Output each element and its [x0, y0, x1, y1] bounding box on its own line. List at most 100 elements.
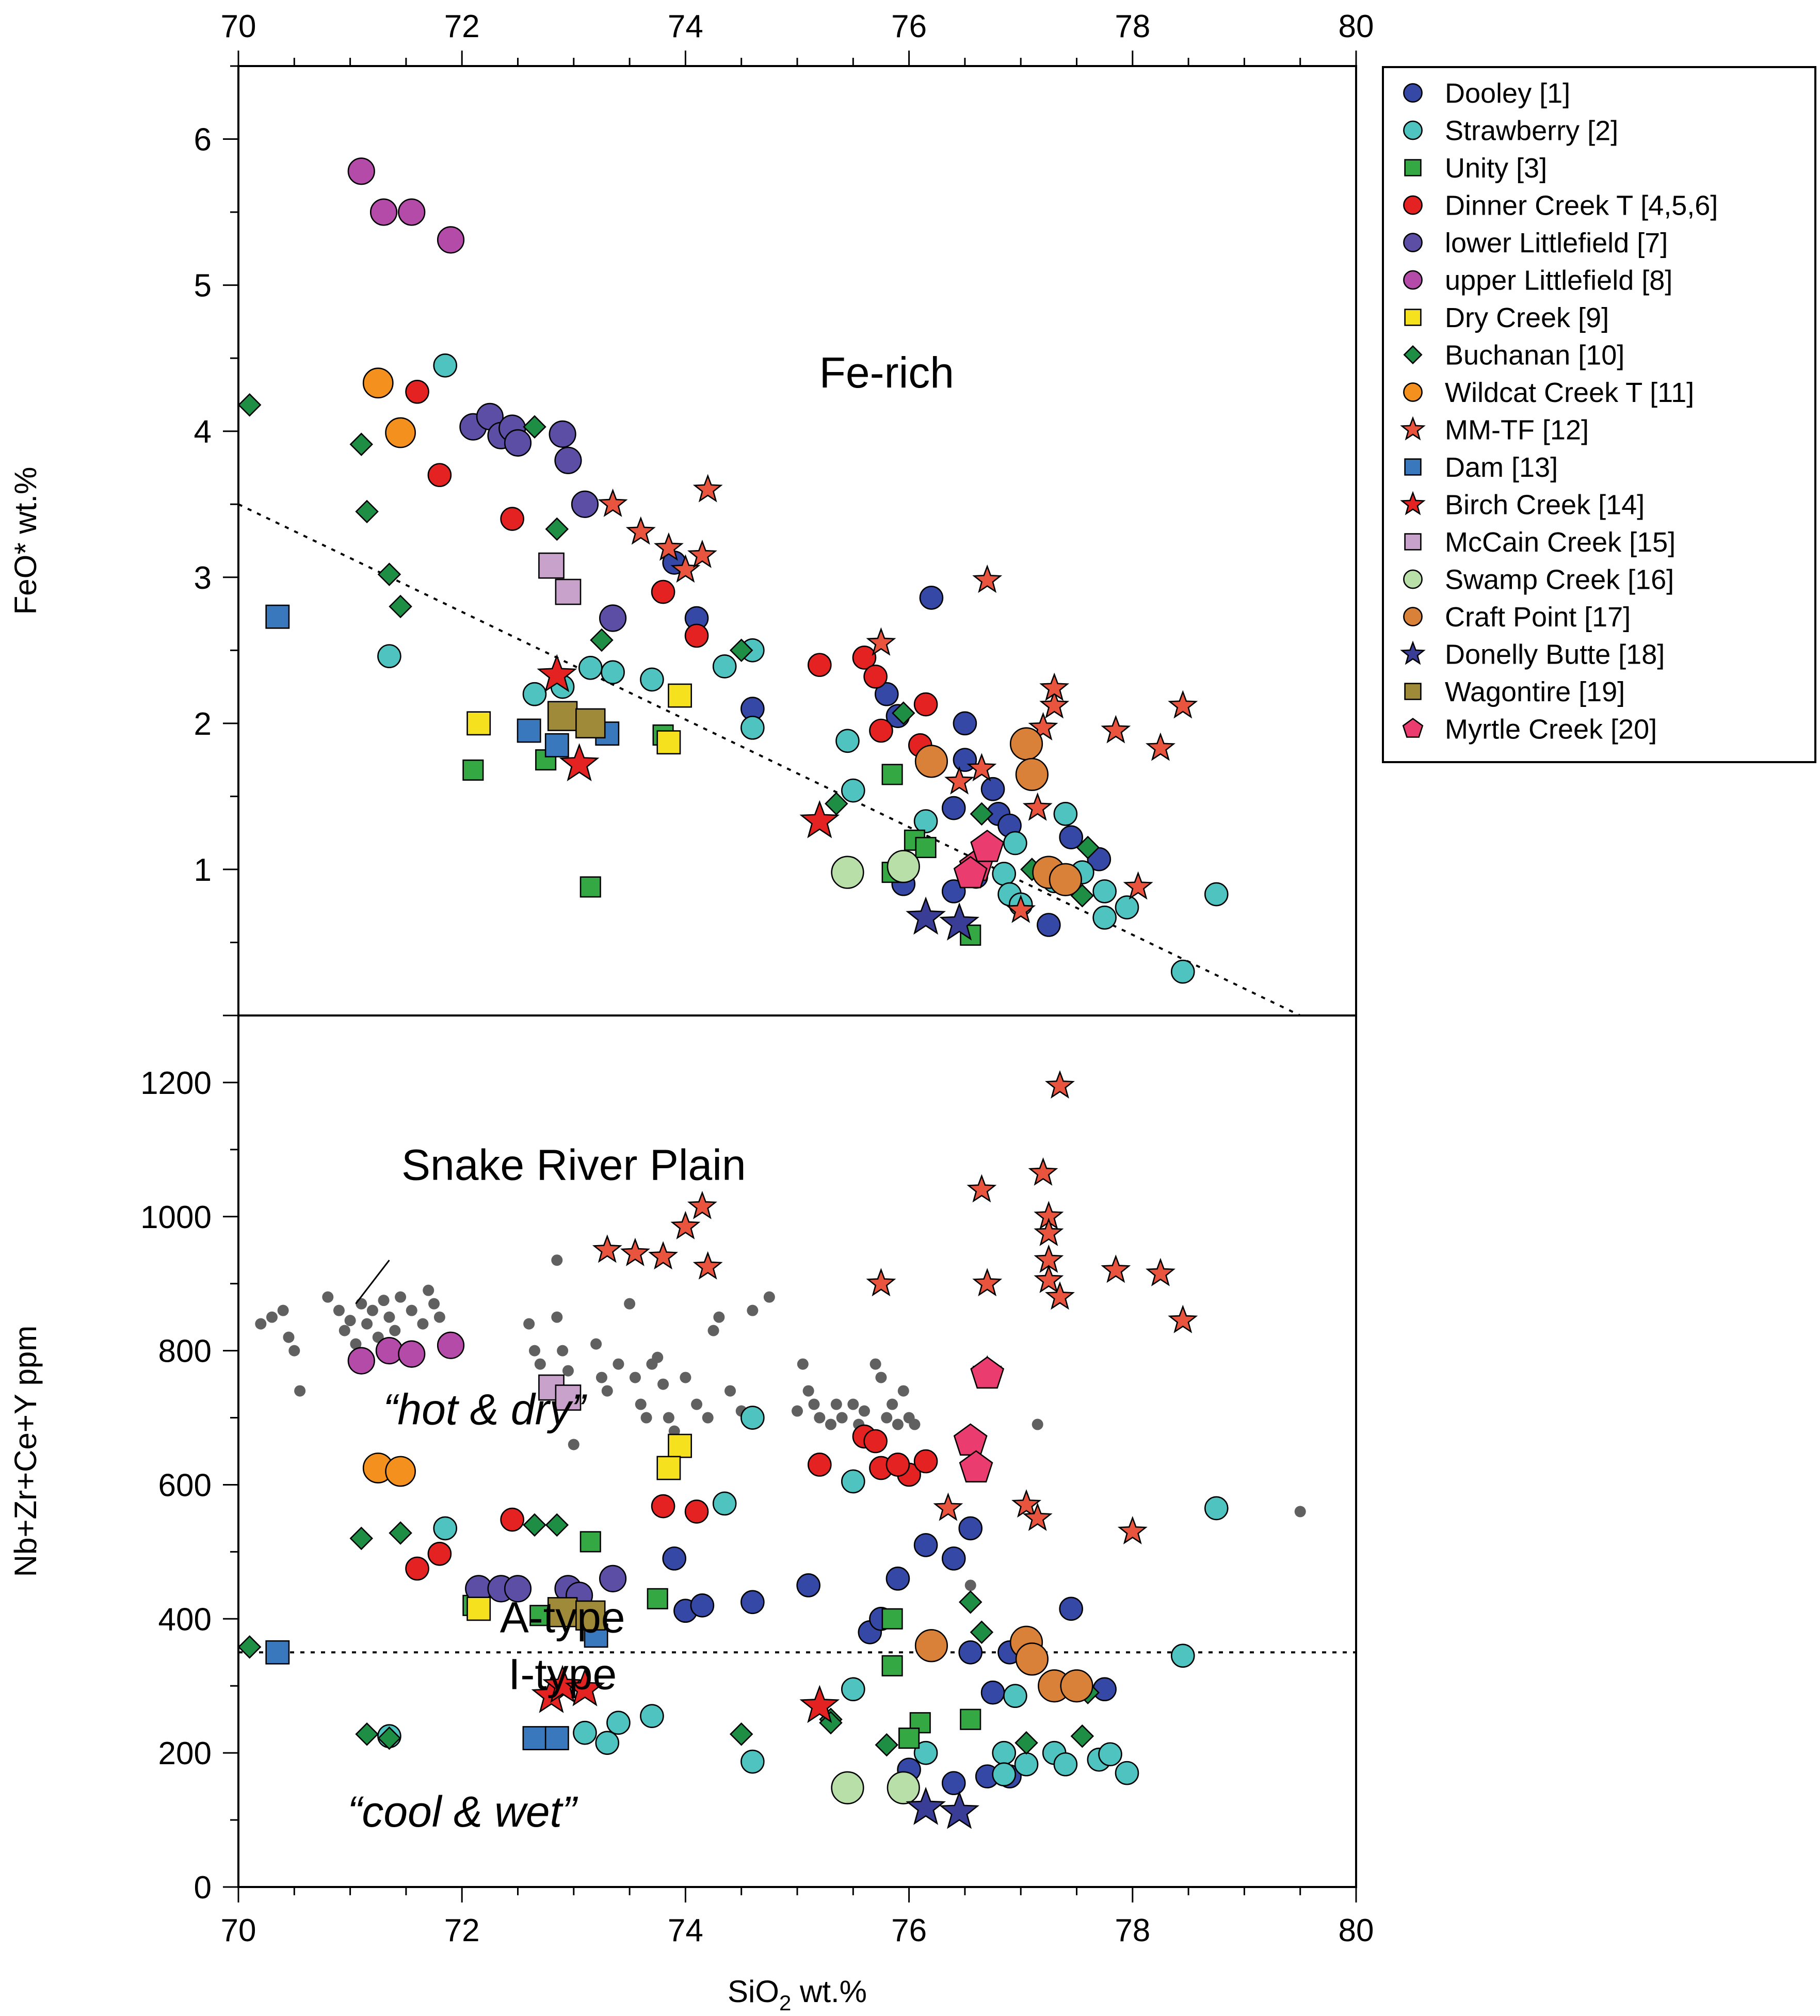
upper-littlefield-point	[398, 1340, 426, 1368]
mm-tf-point	[1006, 894, 1036, 923]
srp-point	[1032, 1418, 1043, 1430]
birch-creek-point	[565, 1668, 605, 1706]
upper-littlefield-point	[437, 1331, 465, 1359]
srp-point	[847, 1398, 859, 1410]
upper-littlefield-point	[398, 198, 426, 226]
legend-item: upper Littlefield [8]	[1403, 265, 1672, 296]
discrimination-line	[238, 503, 1301, 1015]
srp-point	[366, 1304, 378, 1316]
dooley-point	[690, 1593, 715, 1618]
dooley-point	[885, 1567, 910, 1591]
strawberry-point	[1003, 1684, 1027, 1708]
mm-tf-point	[1123, 871, 1153, 900]
mm-tf-point	[620, 1237, 650, 1266]
buchanan-point	[523, 415, 546, 439]
srp-point	[551, 1311, 563, 1323]
mm-tf-point	[1145, 732, 1175, 761]
legend-label: upper Littlefield [8]	[1445, 265, 1672, 296]
myrtle-creek-point	[959, 1450, 993, 1482]
strawberry-point	[992, 862, 1017, 886]
strawberry-point	[841, 1469, 865, 1494]
dam-point	[517, 718, 541, 743]
legend-marker	[1403, 83, 1423, 103]
legend-label: MM-TF [12]	[1445, 415, 1589, 446]
legend: Dooley [1] Strawberry [2] Unity [3] Dinner …	[1382, 66, 1816, 763]
dinner-creek-t-point	[913, 1449, 938, 1474]
y-tick-label: 2	[194, 706, 212, 742]
dinner-creek-t-point	[869, 718, 893, 743]
buchanan-point	[523, 1513, 546, 1537]
srp-point	[909, 1418, 921, 1430]
dinner-creek-t-point	[651, 579, 675, 604]
y-tick-label: 800	[158, 1334, 212, 1369]
annotation: “cool & wet”	[347, 1787, 578, 1836]
x-tick-label-top: 74	[668, 9, 703, 44]
srp-point	[383, 1311, 395, 1323]
legend-marker	[1404, 309, 1422, 326]
mm-tf-point	[1045, 1281, 1075, 1310]
srp-point	[590, 1338, 602, 1350]
craft-point-point	[1009, 727, 1043, 761]
legend-item: Birch Creek [14]	[1400, 490, 1645, 521]
buchanan-point	[892, 701, 915, 725]
srp-point	[808, 1398, 820, 1410]
legend-label: Unity [3]	[1445, 153, 1547, 184]
lower-littlefield-point	[554, 446, 582, 474]
srp-point	[339, 1325, 350, 1336]
mm-tf-point	[1034, 1217, 1064, 1246]
dooley-point	[1092, 1677, 1117, 1702]
mm-tf-point	[1101, 715, 1131, 744]
swamp-creek-point	[887, 1771, 920, 1804]
unity-point	[898, 1728, 920, 1749]
srp-point	[657, 1378, 669, 1390]
legend-label: Swamp Creek [16]	[1445, 565, 1674, 595]
x-tick-label-top: 78	[1115, 9, 1150, 44]
buchanan-point	[590, 628, 614, 652]
srp-point	[361, 1318, 373, 1330]
buchanan-point	[349, 432, 373, 456]
srp-point	[897, 1385, 909, 1397]
mm-tf-point	[670, 1211, 701, 1239]
buchanan-point	[355, 499, 379, 524]
dinner-creek-t-point	[863, 1429, 888, 1454]
dam-point	[544, 1726, 569, 1751]
unity-point	[579, 876, 601, 898]
srp-point	[763, 1291, 775, 1303]
legend-label: Donelly Butte [18]	[1445, 639, 1665, 670]
x-axis-title-part: SiO	[728, 1974, 779, 2009]
dooley-point	[913, 1533, 938, 1557]
srp-point	[869, 1358, 881, 1370]
dooley-point	[662, 1546, 687, 1571]
wagontire-point	[547, 701, 578, 731]
craft-point-point	[1015, 1642, 1049, 1676]
buchanan-point	[377, 1726, 401, 1750]
lower-littlefield-point	[599, 1565, 627, 1592]
x-tick-label-bottom: 72	[444, 1913, 480, 1948]
mm-tf-point	[1168, 1304, 1198, 1333]
legend-label: McCain Creek [15]	[1445, 527, 1676, 558]
wildcat-creek-t-point	[362, 367, 394, 399]
plot-area-top	[238, 157, 1301, 1015]
mm-tf-point	[653, 532, 684, 561]
legend-label: Dooley [1]	[1445, 78, 1570, 109]
srp-point	[964, 1579, 976, 1591]
y-tick-label: 1000	[140, 1200, 212, 1235]
legend-marker	[1403, 270, 1423, 290]
craft-point-point	[914, 745, 948, 778]
strawberry-point	[595, 1731, 620, 1755]
buchanan-point	[545, 1513, 569, 1537]
legend-item: MM-TF [12]	[1400, 415, 1589, 446]
srp-point	[255, 1318, 267, 1330]
strawberry-point	[992, 1740, 1017, 1765]
x-tick-label-top: 70	[221, 9, 256, 44]
srp-point	[892, 1418, 904, 1430]
srp-point	[814, 1412, 826, 1424]
unity-point	[881, 764, 903, 785]
buchanan-point	[389, 1521, 412, 1545]
birch-creek-point	[559, 743, 600, 782]
dry-creek-point	[668, 683, 692, 708]
srp-point	[635, 1398, 647, 1410]
srp-point	[792, 1405, 803, 1417]
lower-littlefield-point	[599, 604, 627, 632]
craft-point-point	[914, 1629, 948, 1663]
